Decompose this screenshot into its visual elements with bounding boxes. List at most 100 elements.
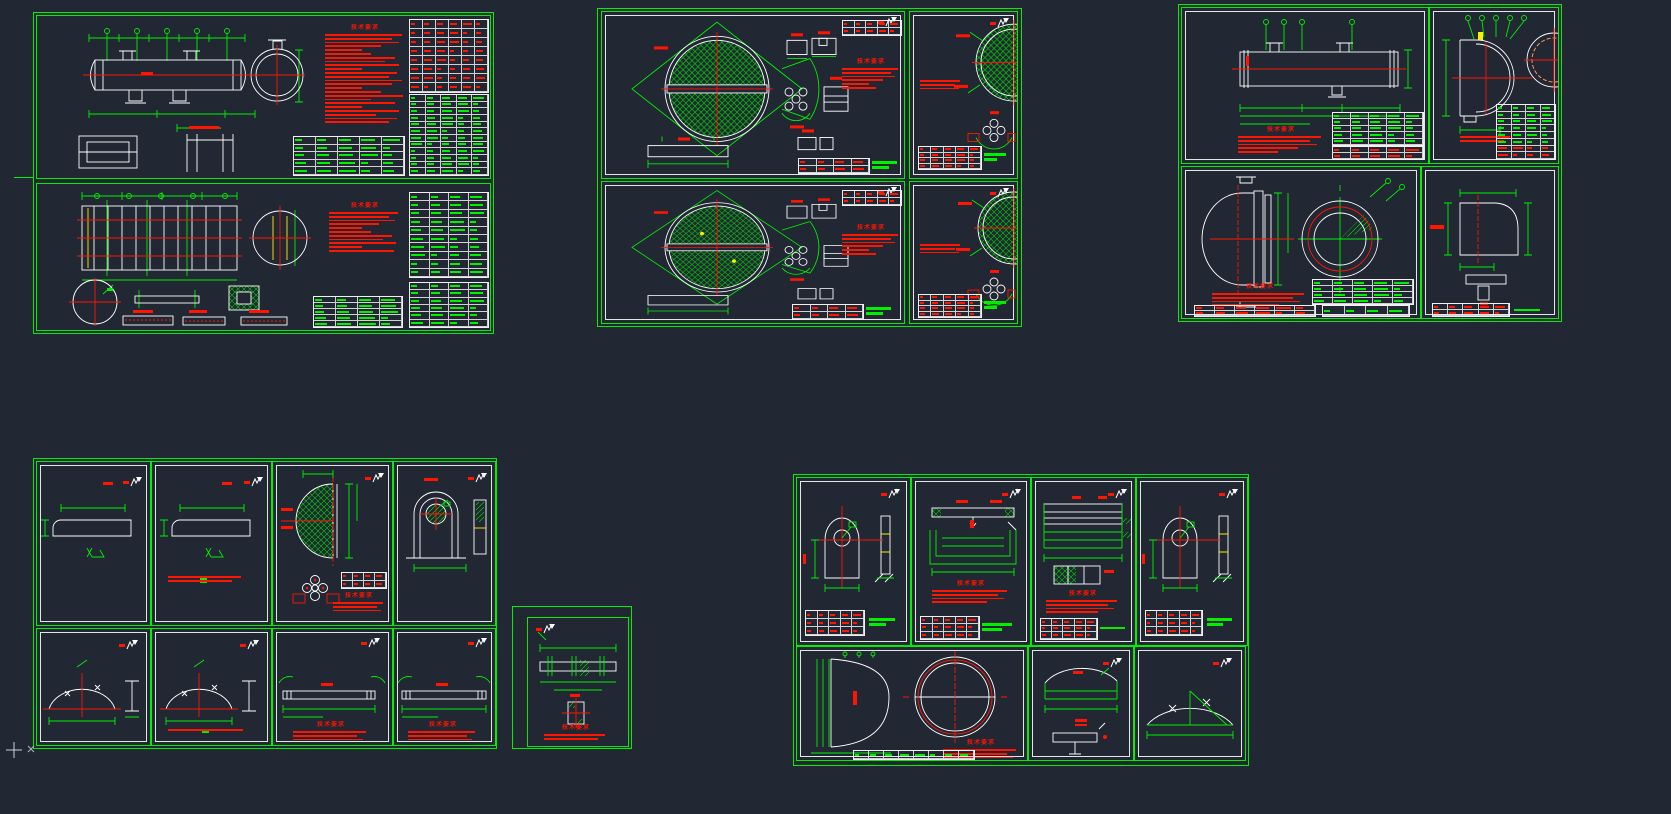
table-cell (425, 101, 442, 109)
table-cell (967, 631, 979, 639)
channel-and-flange-view (1201, 176, 1405, 308)
notes-line (408, 734, 467, 737)
sheet-head-drawing[interactable] (1429, 7, 1559, 164)
sheet-spacer-shaft[interactable]: 技术要求 (527, 617, 629, 747)
table-cell (817, 611, 830, 619)
roughness-icon (365, 472, 385, 483)
table-cell (441, 128, 457, 135)
notes-line (325, 68, 362, 70)
notes-line (329, 223, 380, 226)
sheet-arc-segment-2[interactable] (151, 628, 272, 746)
table-cell (410, 251, 430, 261)
notes-line (325, 98, 372, 101)
sheet-dome-plate-1[interactable] (796, 477, 911, 646)
sheet-arc-part[interactable] (1028, 646, 1134, 761)
sheet-assembly-drawing[interactable]: 技术要求 (36, 15, 491, 179)
sheet-half-baffle-2[interactable] (909, 181, 1018, 324)
table-cell (1511, 152, 1526, 159)
sheet-tubesheet-2[interactable]: 技术要求 (601, 181, 905, 324)
table-cell (468, 201, 488, 210)
table-cell (1052, 632, 1064, 639)
sheet-shell-drawing[interactable]: 技术要求 (1181, 7, 1429, 164)
table-cell (1540, 125, 1555, 132)
title-block (918, 146, 982, 170)
notes-line (920, 83, 956, 86)
table-cell (410, 260, 430, 269)
notes-line (932, 590, 1007, 592)
table-cell (380, 321, 402, 327)
table-cell (1478, 304, 1494, 310)
table-cell (1405, 153, 1423, 159)
table-cell (449, 268, 469, 277)
table-cell (360, 152, 382, 160)
table-cell (1195, 311, 1215, 316)
table-cell (429, 283, 449, 291)
table-cell (468, 218, 488, 227)
table-cell (423, 74, 436, 83)
sheet-half-baffle-1[interactable] (909, 11, 1018, 179)
sheet-title-label (866, 304, 894, 318)
notes-line (920, 251, 959, 254)
notes-line (325, 60, 385, 63)
cluster-extra-sheet[interactable]: 技术要求 (512, 606, 632, 749)
table-cell (410, 74, 423, 83)
table-cell (468, 209, 488, 219)
sheet-arc-segment-1[interactable] (36, 628, 151, 746)
cluster-top-middle[interactable]: 技术要求 技术要求 (597, 8, 1022, 327)
sheet-saddle-part[interactable] (393, 461, 496, 626)
table-cell (441, 148, 457, 155)
table-cell (410, 305, 430, 313)
table-cell (338, 167, 360, 175)
table-cell (475, 47, 488, 56)
table-cell (336, 315, 358, 321)
table-cell (845, 305, 863, 312)
title-block (1332, 146, 1424, 160)
notes-line (1212, 296, 1293, 299)
table-cell (380, 315, 402, 321)
sheet-support-assembly-1[interactable]: 技术要求 (911, 477, 1031, 646)
sheet-segment-baffle[interactable]: 技术要求 (272, 461, 393, 626)
table-cell (456, 161, 473, 169)
table-cell (410, 128, 426, 135)
notes-line (325, 106, 362, 108)
cluster-bottom-left[interactable]: 技术要求 (33, 458, 497, 749)
label-notes (1460, 134, 1512, 144)
table-cell (382, 144, 404, 153)
sheet-tie-rod-1[interactable]: 技术要求 (272, 628, 393, 746)
sheet-head-and-ring[interactable]: 技术要求 (796, 646, 1028, 761)
sheet-flat-bar-2[interactable] (151, 461, 272, 626)
sheet-channel-drawing[interactable]: 技术要求 (1181, 166, 1421, 319)
notes-line (325, 83, 393, 86)
notes-line (325, 52, 372, 55)
sheet-tube-bundle-drawing[interactable]: 技术要求 (36, 183, 491, 331)
table-cell (1511, 138, 1526, 146)
sheet-tie-rod-2[interactable]: 技术要求 (393, 628, 496, 746)
table-cell (956, 147, 969, 153)
table-cell (410, 193, 430, 202)
table-cell (877, 28, 890, 35)
notes-line (842, 68, 898, 70)
table-cell (1179, 627, 1191, 635)
cluster-top-left[interactable]: 技术要求 (33, 12, 494, 334)
table-cell (1511, 111, 1526, 119)
notes-title: 技术要求 (956, 581, 985, 587)
cluster-bottom-middle[interactable]: 技术要求 技术要求 (793, 474, 1249, 766)
sheet-wide-arc[interactable] (1134, 646, 1246, 761)
sheet-title-label (984, 150, 1008, 164)
table-cell (1333, 113, 1351, 120)
sheet-tubesheet-1[interactable]: 技术要求 (601, 11, 905, 179)
sheet-flat-bar-1[interactable] (36, 461, 151, 626)
table-cell (956, 311, 969, 317)
cluster-top-right[interactable]: 技术要求 (1178, 4, 1562, 322)
notes-line (842, 75, 896, 78)
sheet-dome-plate-2[interactable] (1136, 477, 1248, 646)
table-cell (425, 141, 442, 149)
table-cell (1351, 119, 1369, 126)
table-cell (1540, 152, 1555, 159)
sheet-head-detail[interactable] (1421, 166, 1559, 319)
technical-notes: 技术要求 (325, 24, 405, 125)
sheet-support-assembly-2[interactable]: 技术要求 (1031, 477, 1136, 646)
table-cell (472, 95, 488, 102)
table-cell (468, 319, 488, 327)
